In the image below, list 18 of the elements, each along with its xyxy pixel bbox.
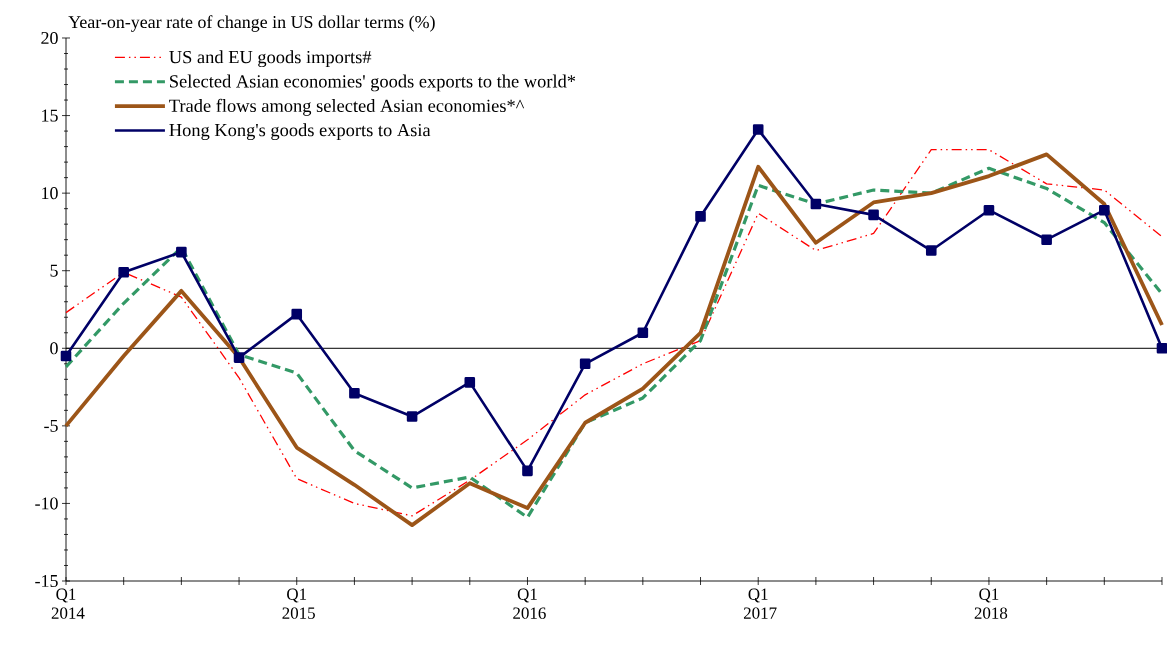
x-tick-label: Q1 2018: [974, 588, 1008, 619]
y-axis-title: Year-on-year rate of change in US dollar terms (%): [68, 15, 435, 32]
y-tick-label: 10: [42, 187, 58, 200]
y-tick-label: 0: [50, 342, 58, 355]
x-tick-label: Q1 2016: [513, 588, 546, 619]
y-tick-label: -10: [35, 497, 58, 510]
y-tick-label: -15: [35, 574, 58, 587]
y-tick-label: 20: [41, 31, 58, 45]
x-tick-label: Q1 2014: [51, 588, 85, 619]
y-tick-label: 5: [50, 264, 58, 277]
y-tick-label: -5: [44, 419, 58, 432]
legend-label: US and EU goods imports#: [169, 50, 372, 68]
legend-label: Trade flows among selected Asian economies*^: [169, 98, 525, 116]
legend-label: Selected Asian economies' goods exports to the world*: [170, 74, 576, 92]
x-tick-label: Q1 2015: [282, 588, 315, 619]
x-tick-label: Q1 2017: [743, 588, 777, 619]
y-tick-label: 15: [42, 109, 58, 122]
legend-label: Hong Kong's goods exports to Asia: [169, 123, 431, 141]
